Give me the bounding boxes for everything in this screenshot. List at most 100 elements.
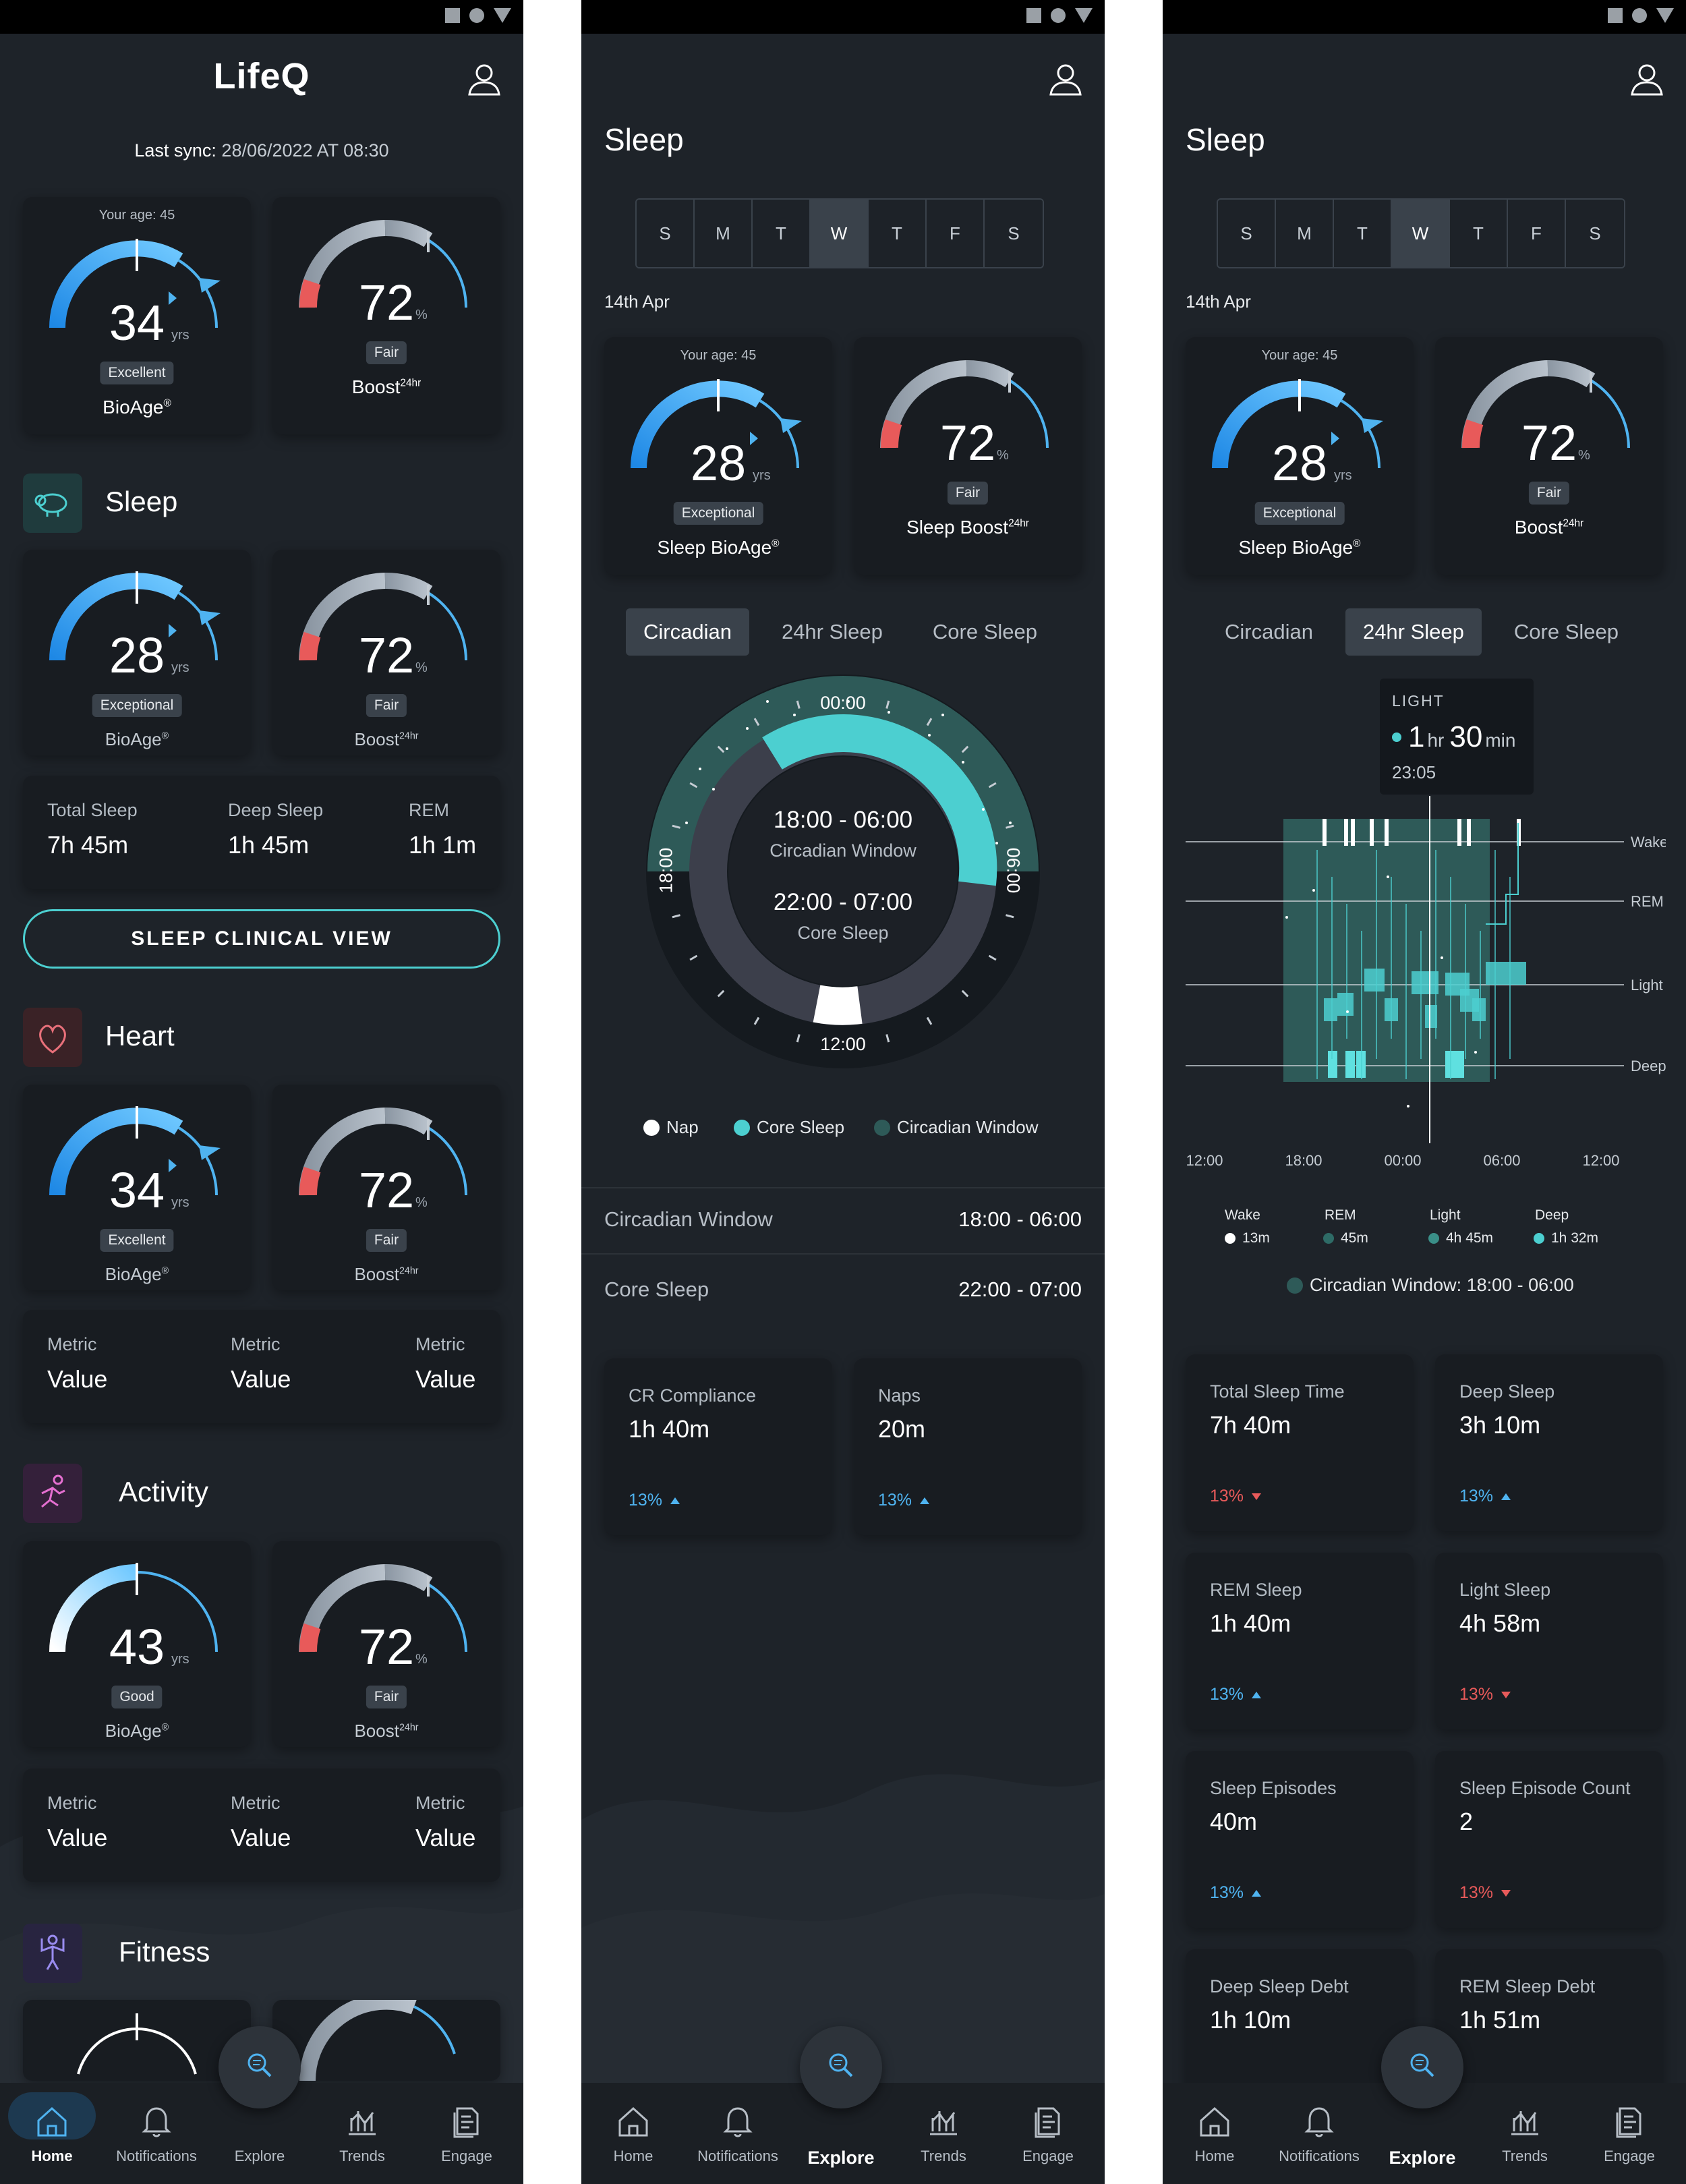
metric-card[interactable]: Light Sleep 4h 58m 13% [1435, 1553, 1663, 1729]
nav-notifications[interactable]: Notifications [106, 2083, 207, 2184]
activity-bioage-card[interactable]: 43 yrs Good BioAge® [23, 1541, 251, 1747]
star-dot [995, 842, 998, 844]
profile-icon[interactable] [1628, 61, 1666, 98]
gauge-label: Sleep BioAge® [1186, 537, 1414, 558]
star-dot [1441, 956, 1443, 959]
last-sync-value: 28/06/2022 AT 08:30 [221, 140, 389, 161]
clock-tick [961, 745, 969, 753]
nav-home[interactable]: Home [583, 2083, 684, 2184]
nav-trends[interactable]: Trends [312, 2083, 413, 2184]
day-3[interactable]: W [811, 200, 869, 267]
sleep-clinical-view-button[interactable]: SLEEP CLINICAL VIEW [23, 909, 500, 969]
day-2[interactable]: T [1334, 200, 1392, 267]
nav-home[interactable]: Home [1, 2083, 103, 2184]
heart-boost-card[interactable]: 72 % Fair Boost24hr [272, 1085, 500, 1290]
heart-bioage-card[interactable]: 34 yrs Excellent BioAge® [23, 1085, 251, 1290]
tab-circadian[interactable]: Circadian [626, 608, 749, 656]
day-0[interactable]: S [1218, 200, 1276, 267]
gauge-label-text: BioAge [105, 729, 162, 749]
legend-stage: Light [1430, 1207, 1461, 1223]
legend-nap: Nap [643, 1117, 699, 1138]
sleep-boost-card[interactable]: 72 % Fair Boost24hr [272, 550, 500, 755]
nav-engage[interactable]: Engage [416, 2083, 517, 2184]
nav-explore[interactable]: Explore [209, 2026, 310, 2184]
bioage-card[interactable]: Your age: 45 34 yrs Excellent BioAge® [23, 197, 251, 434]
day-3[interactable]: W [1392, 200, 1450, 267]
fitness-bioage-card[interactable] [23, 2000, 251, 2081]
day-2[interactable]: T [753, 200, 811, 267]
day-1[interactable]: M [695, 200, 753, 267]
nav-trends[interactable]: Trends [1474, 2083, 1575, 2184]
explore-fab[interactable] [1381, 2026, 1463, 2108]
day-6[interactable]: S [985, 200, 1043, 267]
day-4[interactable]: T [1450, 200, 1508, 267]
sleep-bioage-card[interactable]: Your age: 45 28 yrs Exceptional Sleep Bi… [1186, 337, 1414, 575]
tab-circadian[interactable]: Circadian [1225, 620, 1313, 643]
gauge-label-sup: 24hr [399, 1265, 419, 1277]
nav-engage[interactable]: Engage [997, 2083, 1099, 2184]
stat-label: Metric [415, 1793, 465, 1813]
arrow-down-icon [1501, 1889, 1511, 1897]
sleep-boost-card[interactable]: 72 % Fair Sleep Boost24hr [854, 337, 1082, 575]
wake-block [1344, 819, 1348, 846]
metric-card[interactable]: CR Compliance 1h 40m 13% [604, 1358, 832, 1535]
metric-card[interactable]: Sleep Episodes 40m 13% [1186, 1751, 1414, 1928]
gauge-label-sup: ® [1353, 538, 1361, 550]
clock-tick [926, 1016, 933, 1025]
tab-24hr-sleep[interactable]: 24hr Sleep [781, 620, 883, 643]
day-0[interactable]: S [637, 200, 695, 267]
nav-label: Explore [1389, 2148, 1456, 2168]
boost-card[interactable]: 72 % Fair Boost24hr [1435, 337, 1663, 575]
day-4[interactable]: T [869, 200, 927, 267]
metric-card[interactable]: Total Sleep Time 7h 40m 13% [1186, 1354, 1414, 1531]
legend-row: 13m [1225, 1230, 1304, 1246]
day-5[interactable]: F [927, 200, 985, 267]
circadian-clock [646, 674, 1040, 1068]
fitness-boost-card[interactable] [272, 2000, 500, 2081]
nav-explore[interactable]: Explore [790, 2026, 892, 2184]
explore-fab[interactable] [800, 2026, 882, 2108]
metric-card[interactable]: Sleep Episode Count 2 13% [1435, 1751, 1663, 1928]
sleep-bioage-card[interactable]: 28 yrs Exceptional BioAge® [23, 550, 251, 755]
metric-card[interactable]: REM Sleep 1h 40m 13% [1186, 1553, 1414, 1729]
change-indicator: 13% [1210, 1685, 1262, 1704]
metric-label: Light Sleep [1459, 1580, 1551, 1600]
sleep-hypnogram-chart[interactable]: Wake REM Light Deep 12:00 18:00 00:00 06:00 12:0… [1186, 796, 1666, 1174]
nav-label: Home [613, 2148, 653, 2164]
caret-icon [169, 291, 177, 305]
metric-label: REM Sleep Debt [1459, 1976, 1596, 1996]
activity-boost-card[interactable]: 72 % Fair Boost24hr [272, 1541, 500, 1747]
explore-fab[interactable] [219, 2026, 301, 2108]
tab-24hr-sleep[interactable]: 24hr Sleep [1345, 608, 1482, 656]
deep-sleep-block [1455, 1051, 1464, 1078]
nav-engage[interactable]: Engage [1579, 2083, 1680, 2184]
x-tick-label: 12:00 [1582, 1152, 1619, 1169]
explore-search-icon [248, 2053, 272, 2077]
boost-card[interactable]: 72 % Fair Boost24hr [272, 197, 500, 434]
profile-icon[interactable] [1047, 61, 1084, 98]
day-5[interactable]: F [1508, 200, 1566, 267]
arrow-up-icon [1501, 1493, 1511, 1500]
gauge-arc [299, 1563, 467, 1653]
tab-core-sleep[interactable]: Core Sleep [1513, 620, 1619, 643]
gauge-label-text: Sleep BioAge [657, 537, 772, 558]
nav-trends[interactable]: Trends [893, 2083, 994, 2184]
day-6[interactable]: S [1566, 200, 1624, 267]
stat-value: 7h 45m [47, 831, 129, 859]
metric-card[interactable]: Naps 20m 13% [854, 1358, 1082, 1535]
nav-notifications[interactable]: Notifications [687, 2083, 788, 2184]
nav-home[interactable]: Home [1164, 2083, 1265, 2184]
arrow-down-icon [1501, 1691, 1511, 1698]
metric-label: Total Sleep Time [1210, 1381, 1345, 1402]
sleep-bioage-card[interactable]: Your age: 45 28 yrs Exceptional Sleep Bi… [604, 337, 832, 575]
profile-icon[interactable] [465, 61, 503, 98]
star-dot [726, 747, 728, 750]
tab-core-sleep[interactable]: Core Sleep [932, 620, 1037, 643]
stat-value: 1h 45m [228, 831, 310, 859]
metric-card[interactable]: Deep Sleep 3h 10m 13% [1435, 1354, 1663, 1531]
status-bar [581, 0, 1105, 34]
metric-value: 2 [1459, 1808, 1474, 1835]
day-1[interactable]: M [1276, 200, 1334, 267]
nav-notifications[interactable]: Notifications [1269, 2083, 1370, 2184]
nav-explore[interactable]: Explore [1372, 2026, 1473, 2184]
